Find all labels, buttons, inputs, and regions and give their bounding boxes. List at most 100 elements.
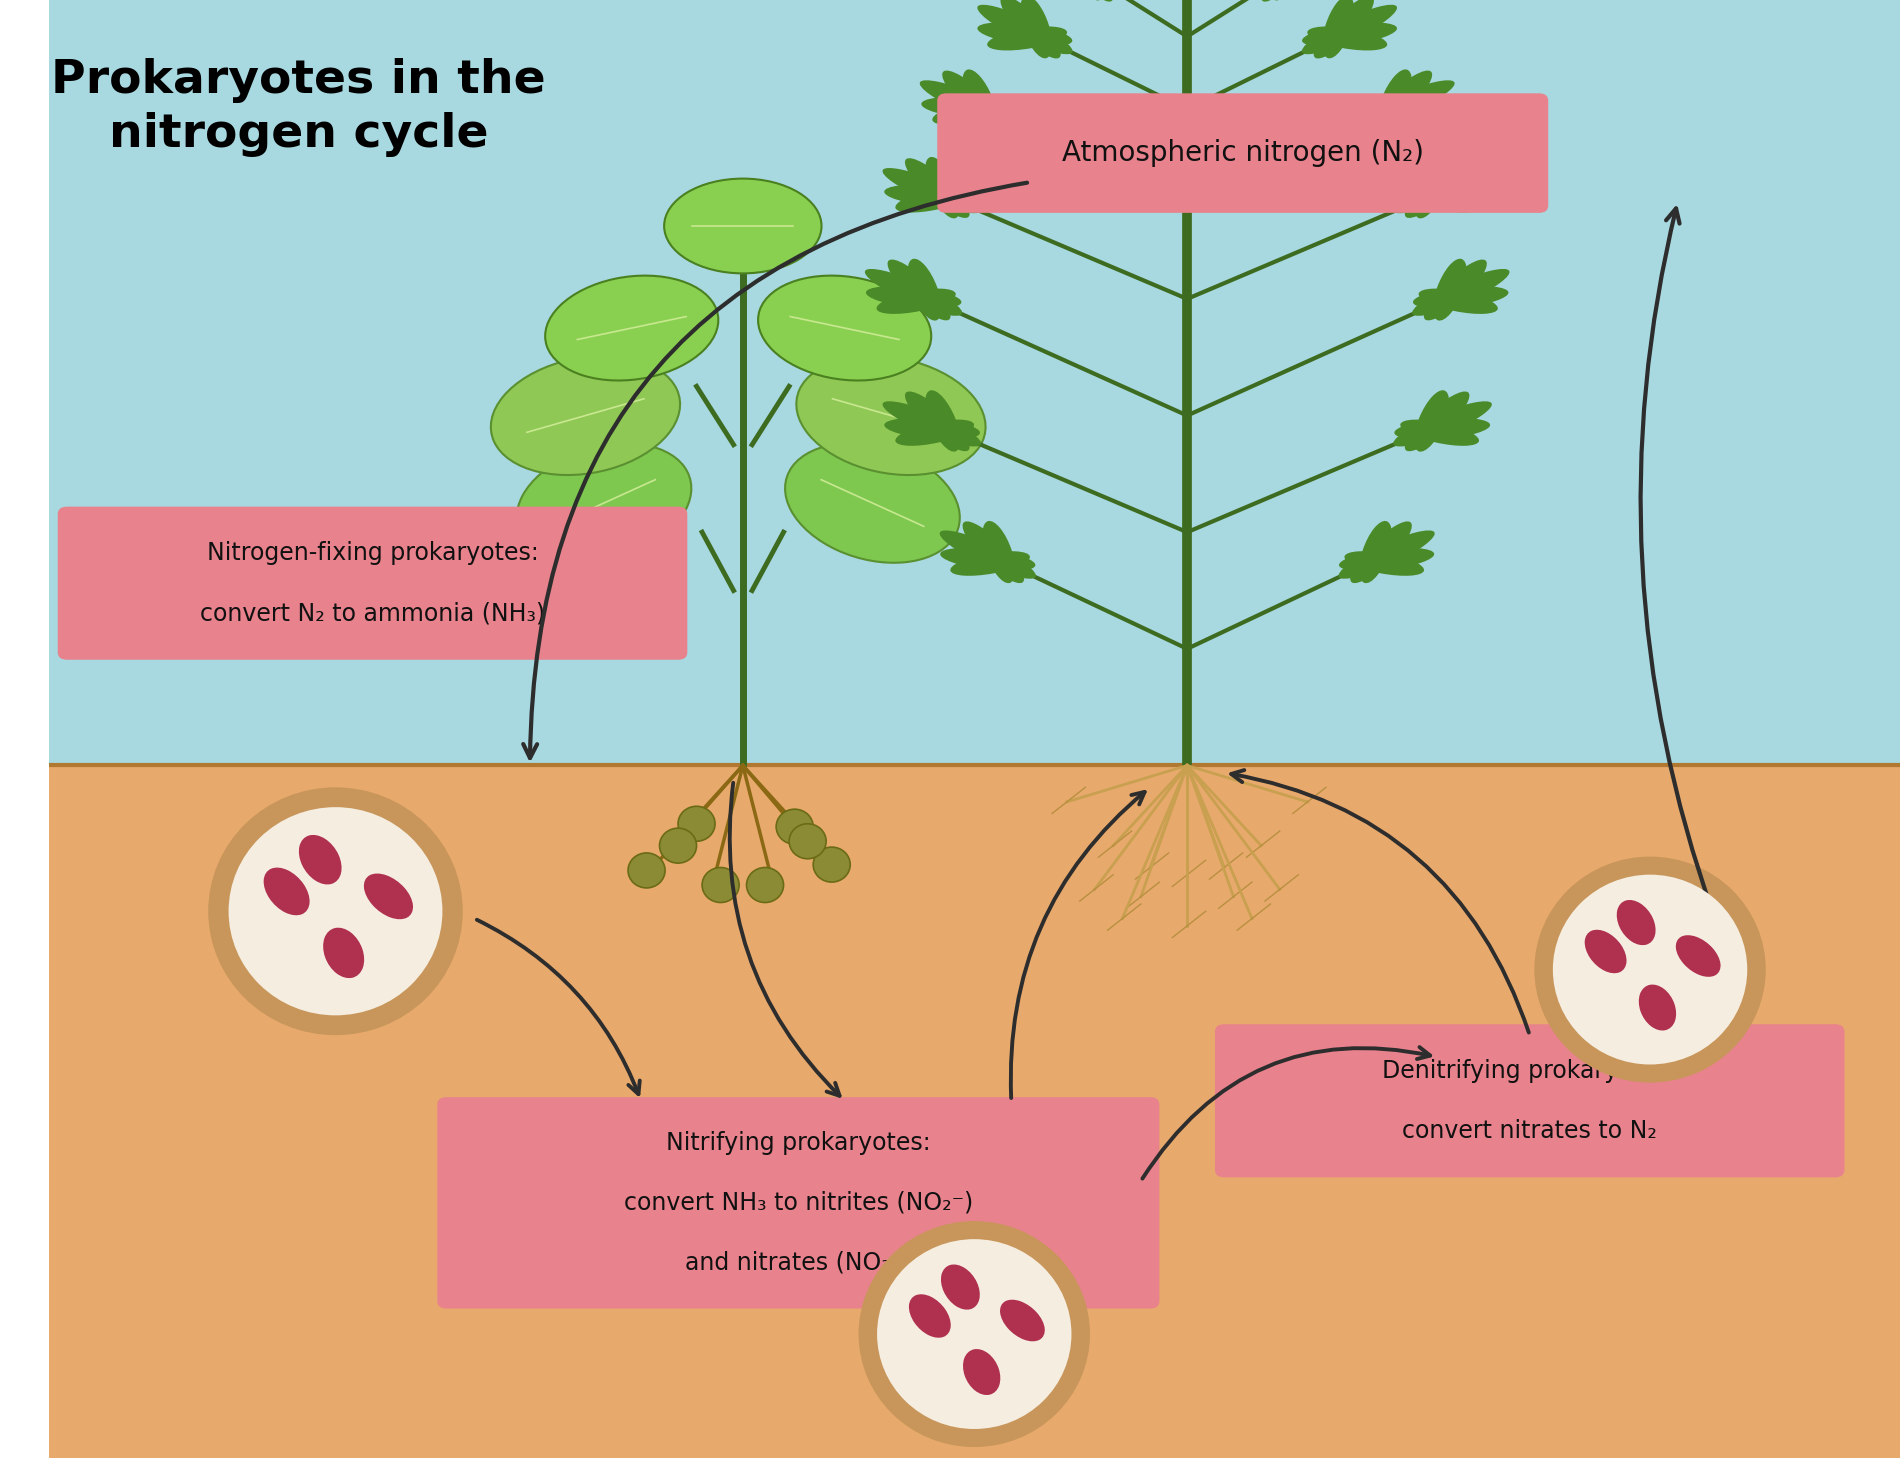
Ellipse shape bbox=[940, 531, 1036, 579]
Ellipse shape bbox=[940, 1264, 980, 1309]
Ellipse shape bbox=[920, 80, 1018, 125]
Ellipse shape bbox=[859, 1222, 1091, 1446]
Ellipse shape bbox=[876, 289, 956, 313]
Ellipse shape bbox=[703, 868, 739, 903]
Bar bbox=[49, 0, 1900, 765]
Text: Prokaryotes in the
nitrogen cycle: Prokaryotes in the nitrogen cycle bbox=[51, 58, 545, 157]
Ellipse shape bbox=[1393, 168, 1492, 213]
Ellipse shape bbox=[298, 835, 342, 885]
Ellipse shape bbox=[1338, 531, 1434, 579]
Ellipse shape bbox=[1414, 157, 1450, 219]
Ellipse shape bbox=[1404, 159, 1469, 217]
Ellipse shape bbox=[678, 806, 714, 841]
Ellipse shape bbox=[1395, 185, 1490, 207]
Ellipse shape bbox=[963, 70, 998, 131]
Ellipse shape bbox=[1395, 418, 1490, 440]
Ellipse shape bbox=[1345, 551, 1423, 576]
Ellipse shape bbox=[365, 873, 412, 919]
FancyBboxPatch shape bbox=[437, 1096, 1159, 1309]
Ellipse shape bbox=[908, 1295, 950, 1338]
Ellipse shape bbox=[999, 1299, 1045, 1341]
Ellipse shape bbox=[1400, 187, 1478, 213]
Ellipse shape bbox=[1552, 875, 1748, 1064]
Ellipse shape bbox=[864, 268, 961, 316]
Ellipse shape bbox=[1378, 70, 1412, 131]
Ellipse shape bbox=[963, 1349, 999, 1395]
Ellipse shape bbox=[1357, 80, 1455, 125]
Ellipse shape bbox=[1362, 99, 1442, 125]
Ellipse shape bbox=[490, 356, 680, 475]
Ellipse shape bbox=[895, 420, 975, 446]
FancyBboxPatch shape bbox=[937, 93, 1548, 213]
Text: convert nitrates to N₂: convert nitrates to N₂ bbox=[1402, 1118, 1657, 1143]
Text: convert NH₃ to nitrites (NO₂⁻): convert NH₃ to nitrites (NO₂⁻) bbox=[623, 1191, 973, 1215]
Ellipse shape bbox=[813, 847, 849, 882]
Text: Atmospheric nitrogen (N₂): Atmospheric nitrogen (N₂) bbox=[1062, 139, 1423, 168]
Ellipse shape bbox=[1404, 392, 1469, 451]
Ellipse shape bbox=[1307, 26, 1387, 51]
Text: convert N₂ to ammonia (NH₃): convert N₂ to ammonia (NH₃) bbox=[200, 601, 545, 625]
Ellipse shape bbox=[785, 443, 960, 563]
Ellipse shape bbox=[545, 276, 718, 381]
Ellipse shape bbox=[1400, 420, 1478, 446]
Ellipse shape bbox=[884, 185, 980, 207]
Ellipse shape bbox=[1358, 521, 1393, 583]
Ellipse shape bbox=[1617, 900, 1655, 945]
Ellipse shape bbox=[665, 179, 821, 274]
Ellipse shape bbox=[1412, 268, 1509, 316]
Ellipse shape bbox=[758, 276, 931, 381]
Ellipse shape bbox=[988, 26, 1068, 51]
Ellipse shape bbox=[977, 4, 1072, 54]
FancyBboxPatch shape bbox=[1214, 1024, 1845, 1178]
Ellipse shape bbox=[882, 401, 980, 446]
Ellipse shape bbox=[796, 356, 986, 475]
Ellipse shape bbox=[659, 828, 697, 863]
Ellipse shape bbox=[908, 258, 940, 321]
Ellipse shape bbox=[1414, 286, 1509, 309]
Ellipse shape bbox=[1535, 857, 1765, 1082]
Ellipse shape bbox=[887, 260, 950, 321]
Ellipse shape bbox=[209, 787, 464, 1035]
Ellipse shape bbox=[982, 521, 1015, 583]
Ellipse shape bbox=[866, 286, 961, 309]
Ellipse shape bbox=[1640, 984, 1676, 1031]
Ellipse shape bbox=[882, 168, 980, 213]
Ellipse shape bbox=[323, 927, 365, 978]
Ellipse shape bbox=[1302, 4, 1396, 54]
Ellipse shape bbox=[895, 187, 975, 213]
Ellipse shape bbox=[1414, 391, 1450, 452]
Ellipse shape bbox=[1062, 0, 1113, 1]
Ellipse shape bbox=[950, 551, 1030, 576]
Ellipse shape bbox=[925, 157, 960, 219]
Ellipse shape bbox=[1340, 548, 1434, 572]
Ellipse shape bbox=[933, 99, 1011, 125]
Ellipse shape bbox=[228, 808, 443, 1015]
Ellipse shape bbox=[1262, 0, 1313, 1]
Ellipse shape bbox=[1393, 401, 1492, 446]
Ellipse shape bbox=[904, 392, 969, 451]
Ellipse shape bbox=[1676, 935, 1721, 977]
Text: and nitrates (NO₃⁻): and nitrates (NO₃⁻) bbox=[684, 1251, 912, 1274]
Ellipse shape bbox=[1322, 0, 1355, 58]
Ellipse shape bbox=[878, 1239, 1072, 1429]
Ellipse shape bbox=[777, 809, 813, 844]
Ellipse shape bbox=[1001, 0, 1060, 58]
Ellipse shape bbox=[264, 868, 310, 916]
Ellipse shape bbox=[517, 443, 692, 563]
Ellipse shape bbox=[940, 548, 1036, 572]
Ellipse shape bbox=[1368, 70, 1433, 131]
Ellipse shape bbox=[904, 159, 969, 217]
Ellipse shape bbox=[963, 522, 1024, 583]
Ellipse shape bbox=[629, 853, 665, 888]
Ellipse shape bbox=[1433, 258, 1467, 321]
Bar bbox=[49, 765, 1900, 1458]
Text: Denitrifying prokaryotes:: Denitrifying prokaryotes: bbox=[1383, 1059, 1678, 1083]
Ellipse shape bbox=[977, 22, 1072, 47]
Ellipse shape bbox=[884, 418, 980, 440]
Ellipse shape bbox=[788, 824, 826, 859]
Ellipse shape bbox=[1423, 260, 1488, 321]
Ellipse shape bbox=[925, 391, 960, 452]
Ellipse shape bbox=[747, 868, 783, 903]
Ellipse shape bbox=[1585, 930, 1626, 974]
Ellipse shape bbox=[1357, 98, 1454, 120]
